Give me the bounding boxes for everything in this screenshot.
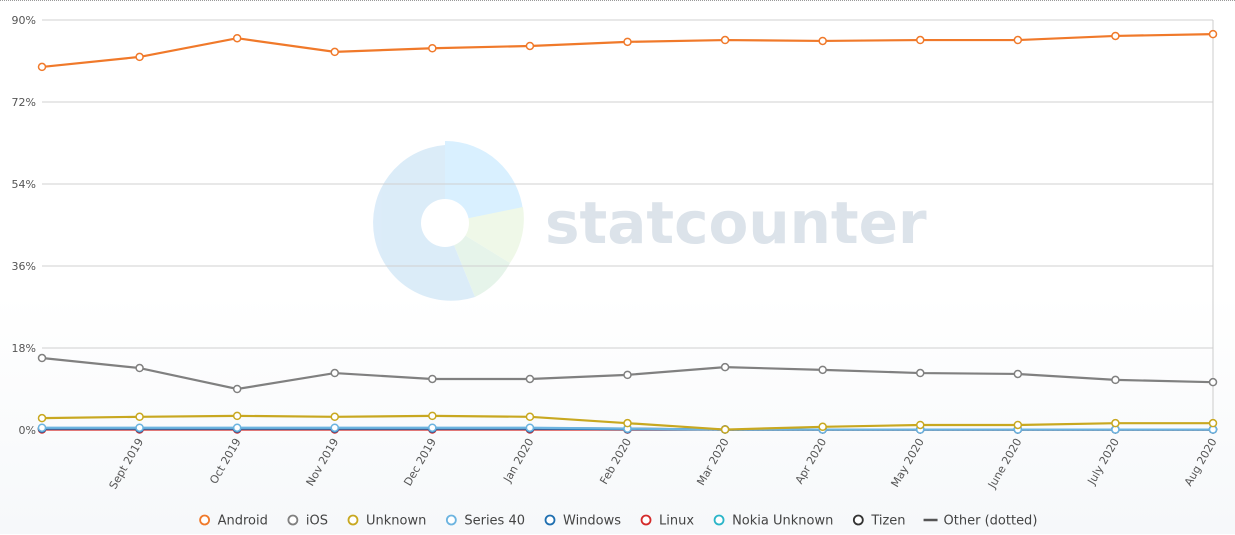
data-point	[232, 423, 242, 432]
legend-label: Nokia Unknown	[732, 514, 833, 529]
data-point	[1111, 375, 1120, 385]
legend-label: Tizen	[870, 514, 905, 529]
data-point	[1208, 377, 1218, 387]
data-point	[37, 353, 47, 363]
data-point	[525, 41, 535, 51]
y-tick-label: 18%	[12, 342, 36, 355]
watermark-logo	[373, 140, 524, 301]
data-point	[916, 420, 925, 430]
data-point	[1013, 420, 1023, 430]
data-point	[720, 425, 730, 434]
data-point	[1013, 369, 1023, 379]
data-point	[1208, 418, 1218, 428]
data-point	[232, 33, 242, 43]
y-tick-label: 54%	[12, 178, 36, 191]
data-point	[720, 362, 730, 372]
legend-symbol	[445, 514, 457, 526]
data-point	[135, 52, 144, 62]
y-tick-label: 36%	[12, 260, 36, 273]
data-point	[1013, 35, 1023, 45]
legend-item[interactable]: iOS	[287, 514, 328, 529]
legend-item[interactable]: Linux	[640, 514, 695, 529]
data-point	[37, 413, 47, 423]
data-point	[37, 62, 47, 72]
y-tick-label: 90%	[12, 14, 36, 27]
legend-label: iOS	[306, 514, 328, 529]
data-point	[232, 411, 242, 421]
legend-item[interactable]: Nokia Unknown	[713, 514, 834, 529]
legend: Android iOS Unknown Series 40 Windows Linux No…	[199, 514, 1038, 529]
data-point	[330, 412, 339, 422]
legend-item[interactable]: Series 40	[445, 514, 525, 529]
legend-item[interactable]: Windows	[544, 514, 622, 529]
data-point	[916, 368, 925, 378]
data-point	[37, 423, 47, 432]
legend-symbol	[713, 514, 725, 526]
data-point	[1208, 29, 1218, 39]
data-point	[525, 374, 535, 384]
legend-item[interactable]: Tizen	[852, 514, 906, 529]
legend-label: Windows	[563, 514, 621, 529]
legend-label: Other (dotted)	[944, 514, 1038, 529]
data-point	[818, 365, 827, 375]
legend-item[interactable]: Unknown	[347, 514, 426, 529]
y-tick-label: 0%	[19, 424, 36, 437]
data-point	[525, 412, 535, 422]
data-point	[428, 43, 437, 53]
data-point	[135, 423, 144, 432]
data-point	[818, 36, 827, 46]
data-point	[623, 418, 632, 428]
legend-label: Series 40	[464, 514, 525, 529]
data-point	[330, 47, 339, 57]
data-point	[428, 374, 437, 384]
data-point	[1111, 31, 1120, 41]
legend-label: Linux	[659, 514, 694, 529]
data-point	[720, 35, 730, 45]
data-point	[916, 35, 925, 45]
data-point	[330, 423, 339, 432]
legend-symbol	[287, 514, 299, 526]
watermark-text: statcounter	[545, 189, 927, 257]
data-point	[428, 423, 437, 432]
data-point	[623, 370, 632, 380]
legend-item[interactable]: Other (dotted)	[923, 514, 1038, 529]
legend-label: Unknown	[366, 514, 426, 529]
y-tick-label: 72%	[12, 96, 36, 109]
data-point	[1111, 418, 1120, 428]
data-point	[232, 384, 242, 394]
data-point	[330, 368, 339, 378]
data-point	[623, 37, 632, 47]
data-point	[135, 412, 144, 422]
legend-item[interactable]: Android	[199, 514, 268, 529]
legend-symbol	[199, 514, 211, 526]
legend-symbol	[347, 514, 359, 526]
legend-symbol	[544, 514, 556, 526]
data-point	[135, 363, 144, 373]
data-point	[428, 411, 437, 421]
legend-symbol	[852, 514, 864, 526]
legend-label: Android	[218, 514, 268, 529]
data-point	[818, 422, 827, 432]
legend-symbol	[640, 514, 652, 526]
data-point	[525, 423, 535, 432]
